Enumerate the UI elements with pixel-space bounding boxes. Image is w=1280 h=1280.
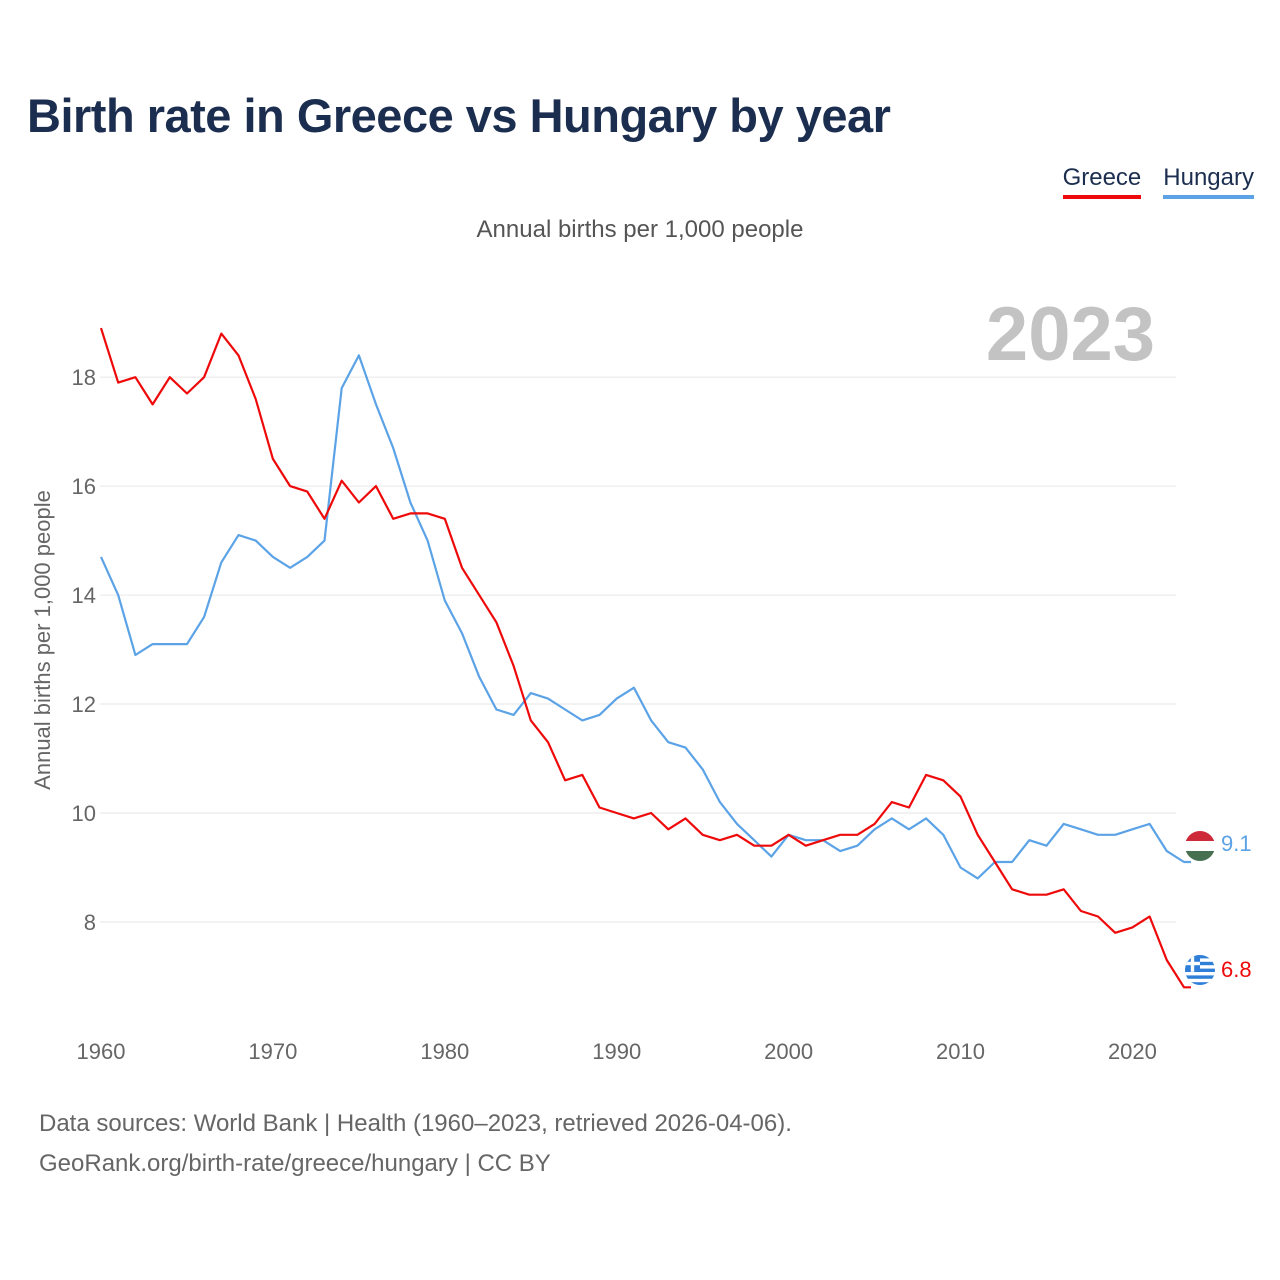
legend: Greece Hungary (1062, 164, 1254, 199)
x-tick-label: 2000 (764, 1039, 813, 1064)
greece-flag-icon (1185, 955, 1215, 985)
y-tick-label: 10 (72, 801, 96, 826)
x-tick-label: 1990 (592, 1039, 641, 1064)
hungary-end-value: 9.1 (1221, 831, 1252, 856)
y-tick-label: 8 (84, 910, 96, 935)
series-line-greece[interactable] (99, 327, 1191, 989)
greece-end-value: 6.8 (1221, 957, 1252, 982)
hungary-flag-icon (1185, 831, 1215, 861)
series-lines (99, 327, 1191, 989)
x-axis: 1960 1970 1980 1990 2000 2010 2020 (77, 1039, 1157, 1064)
footer-sources: Data sources: World Bank | Health (1960–… (39, 1110, 792, 1137)
x-tick-label: 1960 (77, 1039, 126, 1064)
legend-item-greece[interactable]: Greece (1062, 164, 1142, 199)
footer: Data sources: World Bank | Health (1960–… (39, 1104, 792, 1184)
x-tick-label: 2020 (1108, 1039, 1157, 1064)
y-axis: 8 10 12 14 16 18 (72, 365, 96, 935)
year-watermark: 2023 (986, 292, 1155, 377)
legend-item-hungary[interactable]: Hungary (1163, 164, 1254, 199)
y-axis-label: Annual births per 1,000 people (30, 490, 55, 790)
footer-link: GeoRank.org/birth-rate/greece/hungary | … (39, 1150, 551, 1177)
chart-subtitle: Annual births per 1,000 people (476, 216, 804, 243)
x-tick-label: 1980 (420, 1039, 469, 1064)
y-tick-label: 14 (72, 583, 96, 608)
chart-title: Birth rate in Greece vs Hungary by year (27, 89, 891, 142)
x-tick-label: 1970 (248, 1039, 297, 1064)
x-tick-label: 2010 (936, 1039, 985, 1064)
y-tick-label: 16 (72, 474, 96, 499)
series-line-hungary[interactable] (99, 354, 1191, 880)
y-tick-label: 18 (72, 365, 96, 390)
gridlines (100, 376, 1176, 923)
y-tick-label: 12 (72, 692, 96, 717)
